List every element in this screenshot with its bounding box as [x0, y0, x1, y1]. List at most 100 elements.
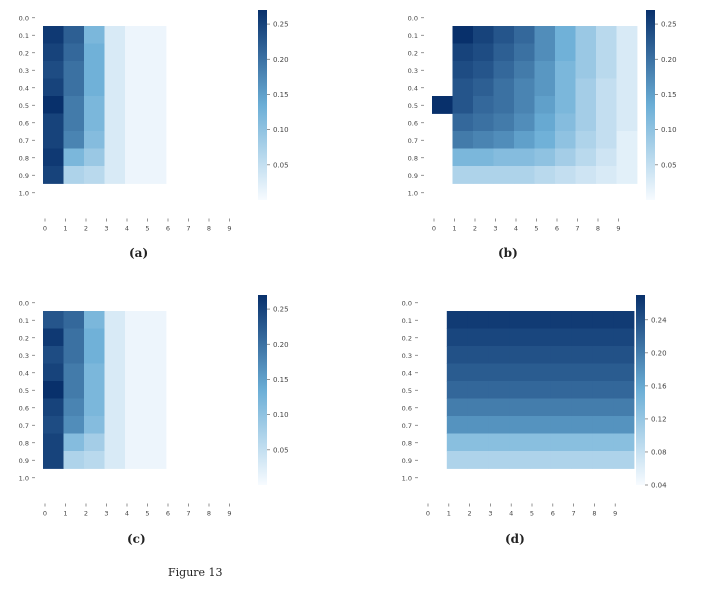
heatmap-cell [575, 43, 597, 62]
y-tick-label: 0.6 [402, 404, 412, 412]
heatmap-cell [43, 131, 64, 149]
heatmap-cell [555, 61, 576, 79]
heatmap-cell [125, 131, 146, 149]
heatmap-cell [488, 328, 510, 347]
heatmap-cell [63, 61, 85, 79]
heatmap-cell [43, 416, 64, 434]
heatmap-cell [145, 398, 167, 417]
heatmap-cell [452, 61, 474, 79]
heatmap-cell [534, 131, 556, 149]
heatmap-cell [488, 311, 510, 329]
heatmap-cell [84, 43, 105, 62]
colorbar-tick-label: 0.20 [661, 56, 677, 64]
heatmap-cell [514, 131, 535, 149]
heatmap-cell [467, 363, 489, 382]
heatmap-cell [473, 113, 494, 132]
colorbar [258, 10, 267, 200]
y-tick-label: 0.3 [19, 352, 29, 360]
heatmap-cell [613, 451, 635, 469]
heatmap-cell [125, 113, 146, 132]
heatmap-cell [493, 166, 515, 184]
heatmap-cell [43, 363, 64, 382]
y-tick-label: 0.2 [402, 334, 412, 342]
heatmap-cell [63, 416, 85, 434]
heatmap-cell [488, 451, 510, 469]
heatmap-cell [104, 328, 126, 347]
heatmap-cell [514, 113, 535, 132]
y-tick-label: 0.6 [408, 119, 418, 127]
heatmap-cell [43, 26, 64, 44]
heatmap-cell [571, 346, 593, 364]
x-tick-label: 4 [125, 225, 129, 233]
heatmap-cell [84, 381, 105, 399]
heatmap-cell [145, 416, 167, 434]
heatmap-cell [488, 381, 510, 399]
heatmap-cell [467, 381, 489, 399]
heatmap-cell [613, 363, 635, 382]
heatmap-cell [575, 166, 597, 184]
heatmap-cell [514, 43, 535, 62]
heatmap-cell [145, 131, 167, 149]
y-tick-label: 0.9 [408, 172, 418, 180]
heatmap-cell [575, 113, 597, 132]
x-tick-label: 7 [186, 510, 190, 518]
heatmap-cell [514, 78, 535, 97]
y-tick-label: 0.6 [19, 119, 29, 127]
heatmap-cell [43, 166, 64, 184]
heatmap-cell [84, 433, 105, 452]
heatmap-cell [63, 166, 85, 184]
heatmap-cell [452, 96, 474, 114]
y-tick-label: 0.0 [402, 299, 412, 307]
y-tick-label: 0.3 [408, 67, 418, 75]
heatmap-cell [104, 311, 126, 329]
x-tick-label: 8 [207, 510, 211, 518]
heatmap-cell [596, 96, 617, 114]
heatmap-cell [592, 451, 614, 469]
colorbar-tick-label: 0.05 [273, 161, 289, 169]
x-tick-label: 4 [125, 510, 129, 518]
y-tick-label: 0.5 [19, 102, 29, 110]
heatmap-cell [63, 148, 85, 167]
heatmap-cell [509, 346, 531, 364]
heatmap-cell [467, 311, 489, 329]
heatmap-cell [104, 381, 126, 399]
heatmap-cell [571, 328, 593, 347]
heatmap-cell [446, 381, 468, 399]
heatmap-cell [555, 96, 576, 114]
heatmap-cell [467, 328, 489, 347]
x-tick-label: 1 [63, 510, 67, 518]
heatmap-cell [555, 131, 576, 149]
y-tick-label: 0.5 [408, 102, 418, 110]
x-tick-label: 0 [43, 510, 47, 518]
y-tick-label: 0.1 [408, 32, 418, 40]
heatmap-cell [592, 433, 614, 452]
heatmap-cell [63, 451, 85, 469]
heatmap-cell [104, 416, 126, 434]
y-tick-label: 0.0 [408, 14, 418, 22]
heatmap-cell [530, 433, 552, 452]
heatmap-cell [104, 61, 126, 79]
heatmap-cell [446, 398, 468, 417]
x-tick-label: 2 [473, 225, 477, 233]
colorbar-tick-label: 0.12 [651, 415, 667, 423]
heatmap-cell [63, 311, 85, 329]
heatmap-cell [596, 61, 617, 79]
heatmap-cell [550, 398, 572, 417]
x-tick-label: 0 [432, 225, 436, 233]
heatmap-cell [550, 311, 572, 329]
heatmap-cell [104, 433, 126, 452]
heatmap-cell [104, 451, 126, 469]
heatmap-cell [592, 416, 614, 434]
heatmap-cell [43, 113, 64, 132]
y-tick-label: 0.1 [402, 317, 412, 325]
heatmap-cell [530, 398, 552, 417]
heatmap-cell [125, 328, 146, 347]
heatmap-cell [104, 398, 126, 417]
heatmap-cell [125, 26, 146, 44]
heatmap-cell [63, 26, 85, 44]
y-tick-label: 0.4 [19, 84, 29, 92]
heatmap-cell [84, 148, 105, 167]
colorbar-tick-label: 0.05 [661, 161, 677, 169]
heatmap-cell [452, 113, 474, 132]
y-tick-label: 0.2 [408, 49, 418, 57]
